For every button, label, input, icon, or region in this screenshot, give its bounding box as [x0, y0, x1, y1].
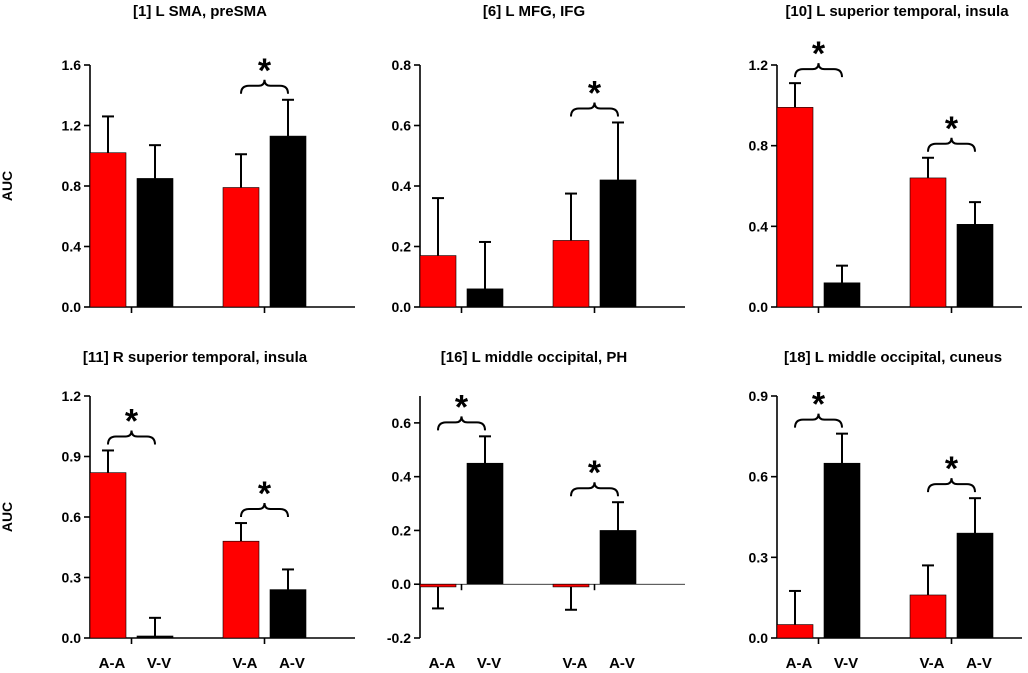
- bar-V-A: [909, 177, 947, 308]
- x-tick-label: A-A: [99, 655, 126, 672]
- chart-panel-5: [16] L middle occipital, PH -0.2 0.0 0.2 0.4…: [387, 349, 685, 672]
- panel-title: [6] L MFG, IFG: [483, 3, 585, 20]
- x-tick-label: V-A: [919, 655, 944, 672]
- x-tick-label: A-V: [279, 655, 305, 672]
- x-tick-label: V-V: [477, 655, 501, 672]
- bar-A-V: [269, 135, 307, 308]
- y-tick-label: 0.0: [392, 576, 412, 592]
- y-tick-label: 1.2: [62, 388, 82, 404]
- y-tick-label: 0.4: [62, 239, 82, 255]
- y-tick-label: 1.6: [62, 57, 82, 73]
- y-tick-label: 0.9: [62, 449, 82, 465]
- y-tick-label: 1.2: [62, 118, 82, 134]
- significance-star: *: [588, 454, 602, 492]
- y-tick-label: 0.9: [749, 388, 769, 404]
- y-tick-label: 0.8: [392, 57, 412, 73]
- y-tick-label: 0.2: [392, 522, 412, 538]
- significance-star: *: [258, 475, 272, 513]
- y-tick-label: 0.6: [749, 469, 769, 485]
- bar-A-A: [419, 583, 457, 588]
- bar-V-A: [909, 594, 947, 639]
- y-axis-label: AUC: [0, 502, 15, 532]
- y-tick-label: 1.2: [749, 57, 769, 73]
- panel-title: [16] L middle occipital, PH: [441, 349, 627, 366]
- y-tick-label: 0.2: [392, 239, 412, 255]
- y-tick-label: 0.4: [392, 469, 412, 485]
- bar-A-A: [89, 472, 127, 639]
- y-tick-label: 0.0: [749, 630, 769, 646]
- bar-A-V: [956, 224, 994, 308]
- chart-panel-2: [6] L MFG, IFG 0.0 0.2 0.4 0.6 0.8 *: [392, 3, 685, 315]
- bar-A-V: [269, 589, 307, 639]
- significance-star: *: [945, 110, 959, 148]
- y-tick-label: 0.4: [392, 178, 412, 194]
- bar-V-A: [222, 187, 260, 308]
- significance-bracket: [107, 430, 156, 445]
- panel-title: [18] L middle occipital, cuneus: [784, 349, 1002, 366]
- panel-title: [11] R superior temporal, insula: [83, 349, 308, 366]
- y-tick-label: 0.6: [392, 118, 412, 134]
- bar-V-V: [823, 462, 861, 639]
- significance-star: *: [455, 388, 469, 426]
- bar-A-V: [599, 530, 637, 585]
- y-tick-label: 0.6: [62, 509, 82, 525]
- significance-bracket: [570, 102, 619, 117]
- y-tick-label: 0.8: [62, 178, 82, 194]
- bar-A-V: [956, 532, 994, 639]
- y-tick-label: 0.6: [392, 415, 412, 431]
- bar-V-V: [823, 282, 861, 308]
- x-tick-label: V-V: [147, 655, 171, 672]
- x-tick-label: A-A: [429, 655, 456, 672]
- chart-panel-6: [18] L middle occipital, cuneus 0.0 0.3 0.6…: [749, 349, 1022, 672]
- significance-star: *: [588, 74, 602, 112]
- bar-A-A: [776, 624, 814, 639]
- bar-V-V: [466, 288, 504, 308]
- significance-bracket: [240, 502, 289, 518]
- panel-title: [1] L SMA, preSMA: [133, 3, 267, 20]
- y-tick-label: 0.0: [392, 299, 412, 315]
- x-tick-label: A-V: [966, 655, 992, 672]
- bar-V-V: [136, 178, 174, 308]
- bar-V-A: [222, 540, 260, 639]
- bar-A-V: [599, 179, 637, 308]
- bar-V-A: [552, 583, 590, 588]
- chart-panel-1: [1] L SMA, preSMA 0.0 0.4 0.8 1.2 1.6 AUC *: [0, 3, 355, 315]
- chart-panel-3: [10] L superior temporal, insula 0.0 0.4 0.…: [749, 3, 1022, 315]
- x-tick-label: V-A: [562, 655, 587, 672]
- significance-bracket: [794, 63, 843, 78]
- y-tick-label: 0.0: [62, 630, 82, 646]
- bar-V-V: [136, 635, 174, 639]
- significance-bracket: [927, 137, 976, 152]
- significance-star: *: [812, 35, 826, 73]
- y-tick-label: 0.3: [62, 570, 82, 586]
- x-tick-label: A-A: [786, 655, 813, 672]
- x-tick-label: V-V: [834, 655, 858, 672]
- bar-A-A: [776, 107, 814, 308]
- bar-V-V: [466, 462, 504, 585]
- significance-star: *: [258, 52, 272, 90]
- y-tick-label: 0.0: [62, 299, 82, 315]
- bar-V-A: [552, 240, 590, 308]
- chart-panel-4: [11] R superior temporal, insula 0.0 0.3 0.…: [0, 349, 355, 672]
- y-tick-label: 0.8: [749, 138, 769, 154]
- bar-A-A: [419, 255, 457, 308]
- x-tick-label: V-A: [232, 655, 257, 672]
- y-tick-label: 0.4: [749, 218, 769, 234]
- significance-star: *: [812, 386, 826, 424]
- significance-bracket: [240, 79, 289, 94]
- x-tick-label: A-V: [609, 655, 635, 672]
- y-axis-label: AUC: [0, 171, 15, 201]
- significance-star: *: [125, 402, 139, 440]
- y-tick-label: 0.3: [749, 549, 769, 565]
- y-tick-label: -0.2: [387, 630, 411, 646]
- significance-star: *: [945, 450, 959, 488]
- bar-A-A: [89, 152, 127, 308]
- significance-bracket: [927, 478, 976, 493]
- panel-title: [10] L superior temporal, insula: [785, 3, 1009, 20]
- y-tick-label: 0.0: [749, 299, 769, 315]
